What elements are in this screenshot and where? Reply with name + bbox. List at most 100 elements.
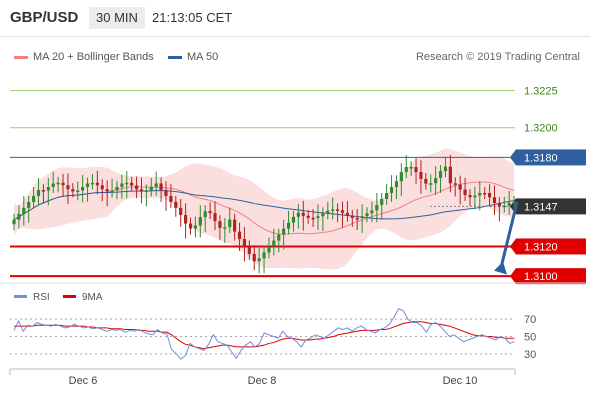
candle-body — [154, 183, 158, 187]
candle-body — [66, 185, 70, 190]
forecast-arrow-head — [494, 261, 507, 275]
ma50-swatch — [168, 55, 182, 59]
candle-body — [144, 190, 148, 192]
candle-body — [404, 167, 408, 173]
candle-body — [134, 185, 139, 190]
candle-body — [203, 211, 207, 218]
candle-body — [502, 205, 506, 208]
level-label-2: 1.3180 — [524, 152, 558, 164]
candle-body — [22, 207, 26, 214]
candle-body — [169, 196, 173, 202]
candle-body — [115, 186, 119, 191]
rsi-line — [13, 308, 515, 360]
level-label-3: 1.3147 — [524, 201, 558, 213]
x-tick-label: Dec 8 — [248, 375, 277, 387]
level-label-5: 1.3100 — [524, 271, 558, 283]
timeframe-badge[interactable]: 30 MIN — [89, 7, 145, 29]
candle-body — [399, 172, 403, 182]
candle-body — [120, 183, 124, 187]
candle-body — [326, 210, 330, 214]
candle-body — [380, 198, 384, 205]
candle-body — [95, 182, 99, 186]
candle-body — [306, 215, 310, 218]
level-badge-tip-2 — [510, 149, 516, 166]
candle-body — [512, 201, 516, 204]
candle-body — [394, 181, 399, 188]
candle-body — [316, 216, 320, 219]
chart-header: GBP/USD 30 MIN 21:13:05 CET — [0, 0, 590, 37]
x-tick-label: Dec 10 — [443, 375, 478, 387]
candle-body — [223, 227, 227, 229]
candle-body — [409, 167, 413, 169]
candle-body — [184, 215, 188, 224]
candle-body — [463, 189, 467, 196]
candle-body — [365, 213, 369, 217]
candle-body — [277, 234, 281, 241]
candle-body — [233, 219, 237, 232]
rsi-tick-label: 30 — [524, 349, 536, 361]
candle-body — [32, 196, 36, 202]
candle-body — [17, 213, 21, 220]
candles — [12, 154, 516, 274]
rsi-legend-label: RSI — [33, 292, 50, 303]
level-label-1: 1.3200 — [524, 123, 558, 135]
candle-body — [335, 209, 340, 211]
candle-body — [311, 217, 315, 220]
candle-body — [12, 219, 16, 225]
candle-body — [507, 202, 511, 206]
candle-body — [282, 228, 286, 235]
level-badge-2 — [516, 149, 586, 166]
candle-body — [61, 182, 65, 186]
candle-body — [125, 182, 129, 185]
candle-body — [56, 182, 60, 185]
x-tick-label: Dec 6 — [69, 375, 98, 387]
candle-body — [438, 171, 443, 178]
rsi-tick-label: 70 — [524, 314, 536, 326]
candle-body — [375, 204, 379, 211]
candle-body — [149, 186, 153, 191]
level-badge-5 — [516, 268, 586, 285]
candle-body — [188, 223, 193, 229]
legend-ma20-label: MA 20 + Bollinger Bands — [33, 51, 154, 63]
candle-body — [237, 231, 242, 240]
legend-ma20: MA 20 + Bollinger Bands — [14, 51, 154, 63]
candle-body — [321, 213, 325, 217]
candle-body — [478, 192, 482, 196]
rsi-swatch — [14, 295, 27, 298]
candle-body — [355, 217, 359, 220]
candle-body — [483, 192, 487, 195]
candle-body — [76, 190, 80, 192]
candle-body — [46, 187, 50, 191]
candle-body — [458, 184, 462, 190]
candle-body — [36, 190, 41, 197]
candle-body — [81, 186, 85, 191]
candle-body — [159, 183, 163, 191]
candle-body — [267, 246, 271, 253]
candle-body — [345, 212, 349, 216]
candle-body — [487, 193, 492, 198]
symbol-label: GBP/USD — [10, 9, 79, 26]
rsi-ma-swatch — [63, 295, 76, 298]
candle-body — [424, 178, 428, 184]
candle-body — [414, 167, 418, 172]
candle-body — [331, 209, 335, 211]
legend-ma50: MA 50 — [168, 51, 218, 63]
candle-body — [85, 183, 90, 187]
candle-body — [473, 195, 477, 198]
candle-body — [257, 258, 261, 262]
candle-body — [100, 185, 104, 190]
candle-body — [213, 213, 217, 222]
level-badge-tip-5 — [510, 268, 516, 285]
ma20-swatch — [14, 55, 28, 59]
candle-body — [429, 183, 433, 185]
candle-body — [110, 190, 114, 192]
candle-body — [174, 201, 178, 208]
candle-body — [252, 253, 256, 262]
candle-body — [247, 246, 251, 254]
level-label-4: 1.3120 — [524, 241, 558, 253]
rsi-tick-label: 50 — [524, 332, 536, 344]
candle-body — [448, 166, 452, 184]
bollinger-band — [14, 148, 515, 270]
level-badge-4 — [516, 238, 586, 255]
